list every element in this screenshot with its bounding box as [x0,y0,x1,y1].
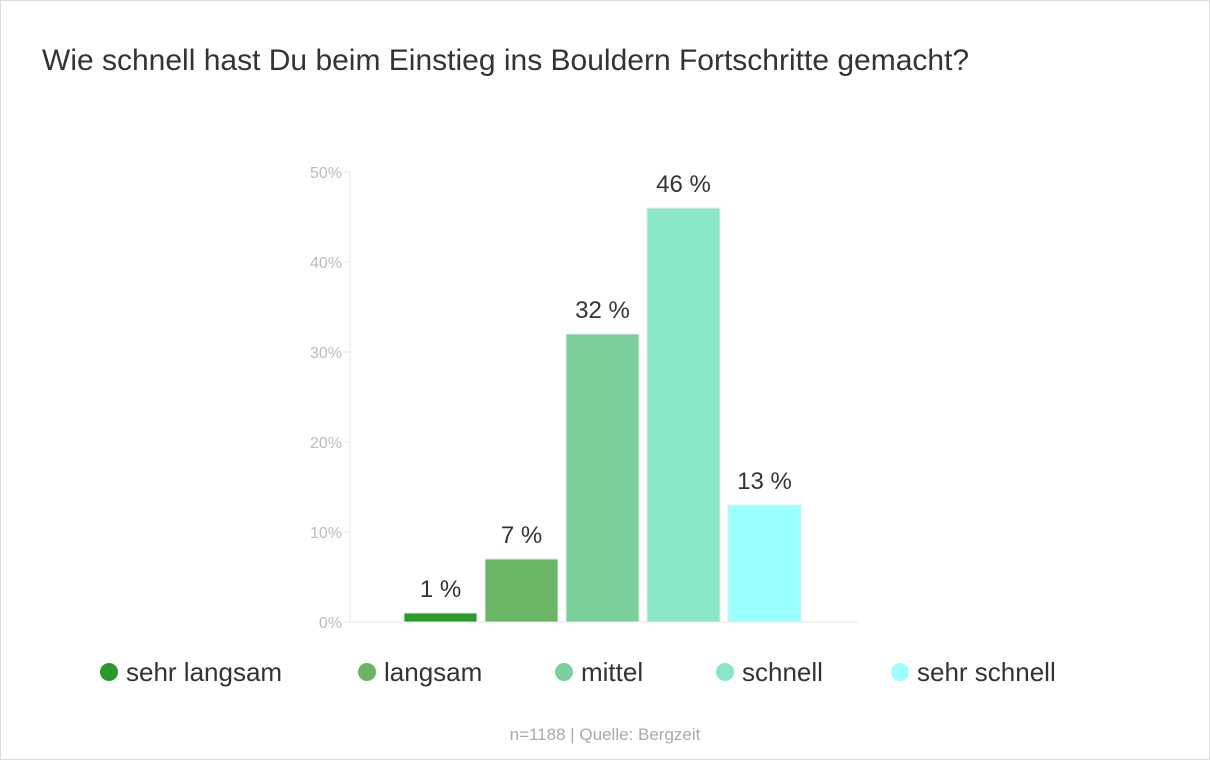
legend-label: mittel [581,657,643,687]
bar-value-label: 46 % [656,171,711,198]
legend: sehr langsam langsam mittel schnell sehr sch… [100,657,1056,687]
legend-swatch [100,663,118,681]
bar-langsam [484,558,559,623]
bar-value-label: 7 % [501,522,542,549]
y-tick-label: 0% [319,615,342,632]
bars [403,207,802,623]
legend-label: sehr schnell [917,657,1056,687]
legend-swatch [358,663,376,681]
bar-sehr-langsam [403,612,478,623]
chart-title: Wie schnell hast Du beim Einstieg ins Bo… [42,44,970,77]
legend-label: schnell [742,657,823,687]
legend-swatch [891,663,909,681]
bar-value-label: 1 % [420,576,461,603]
y-tick-label: 30% [310,345,342,362]
bar-schnell [646,207,721,623]
y-tick-label: 40% [310,255,342,272]
source-note: n=1188 | Quelle: Bergzeit [509,725,701,744]
bar-value-label: 13 % [737,468,792,495]
legend-label: sehr langsam [126,657,282,687]
bar-sehr-schnell [727,504,802,623]
value-labels: 1 % 7 % 32 % 46 % 13 % [420,171,792,603]
legend-swatch [555,663,573,681]
y-tick-label: 10% [310,525,342,542]
legend-swatch [716,663,734,681]
y-tick-label: 50% [310,165,342,182]
y-ticks: 0% 10% 20% 30% 40% 50% [310,165,350,632]
bar-mittel [565,333,640,623]
legend-label: langsam [384,657,482,687]
y-tick-label: 20% [310,435,342,452]
bar-value-label: 32 % [575,297,630,324]
